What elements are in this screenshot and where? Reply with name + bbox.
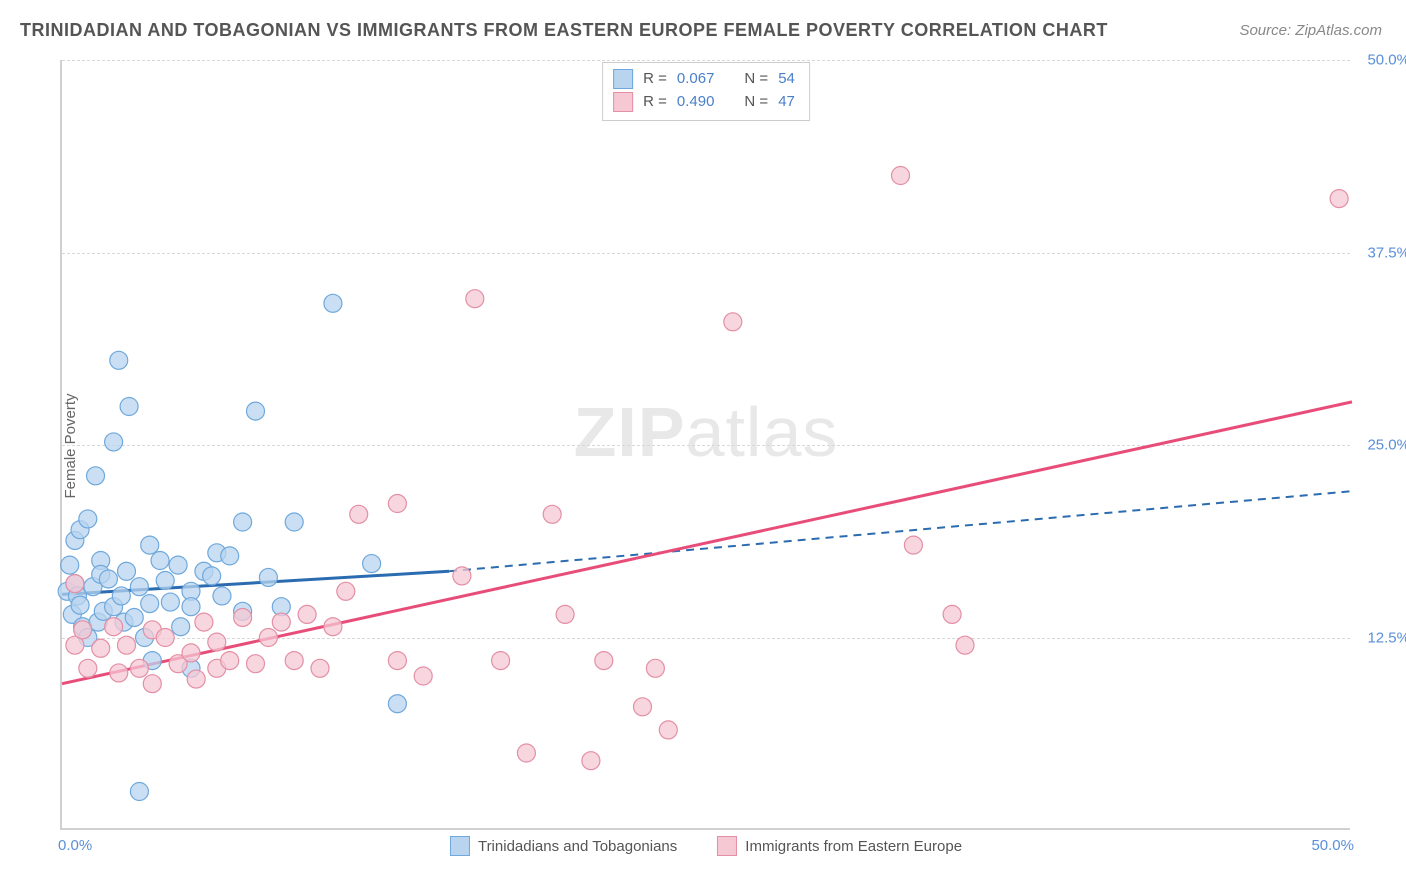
y-tick: 12.5% [1355, 629, 1406, 646]
swatch-series-1 [613, 69, 633, 89]
y-tick: 50.0% [1355, 52, 1406, 69]
legend-swatch-1 [450, 836, 470, 856]
legend-item-2: Immigrants from Eastern Europe [717, 836, 962, 856]
stats-row-1: R = 0.067 N = 54 [613, 67, 795, 90]
legend-label-1: Trinidadians and Tobagonians [478, 838, 677, 855]
n-label-1: N = [744, 67, 768, 90]
plot-area: ZIPatlas 12.5%25.0%37.5%50.0% 0.0% 50.0%… [60, 60, 1350, 830]
r-value-2: 0.490 [677, 90, 715, 113]
bottom-legend: Trinidadians and Tobagonians Immigrants … [450, 836, 962, 856]
n-value-1: 54 [778, 67, 795, 90]
legend-item-1: Trinidadians and Tobagonians [450, 836, 677, 856]
stats-legend: R = 0.067 N = 54 R = 0.490 N = 47 [602, 62, 810, 121]
source-label: Source: ZipAtlas.com [1239, 22, 1382, 39]
n-label-2: N = [744, 90, 768, 113]
swatch-series-2 [613, 92, 633, 112]
chart-container: TRINIDADIAN AND TOBAGONIAN VS IMMIGRANTS… [0, 0, 1406, 892]
chart-title: TRINIDADIAN AND TOBAGONIAN VS IMMIGRANTS… [20, 20, 1108, 41]
x-tick-right: 50.0% [1311, 837, 1354, 854]
r-label-2: R = [643, 90, 667, 113]
n-value-2: 47 [778, 90, 795, 113]
legend-swatch-2 [717, 836, 737, 856]
x-tick-left: 0.0% [58, 837, 92, 854]
legend-label-2: Immigrants from Eastern Europe [745, 838, 962, 855]
y-tick: 25.0% [1355, 437, 1406, 454]
plot-svg [62, 60, 1350, 828]
y-tick: 37.5% [1355, 244, 1406, 261]
r-label-1: R = [643, 67, 667, 90]
stats-row-2: R = 0.490 N = 47 [613, 90, 795, 113]
r-value-1: 0.067 [677, 67, 715, 90]
